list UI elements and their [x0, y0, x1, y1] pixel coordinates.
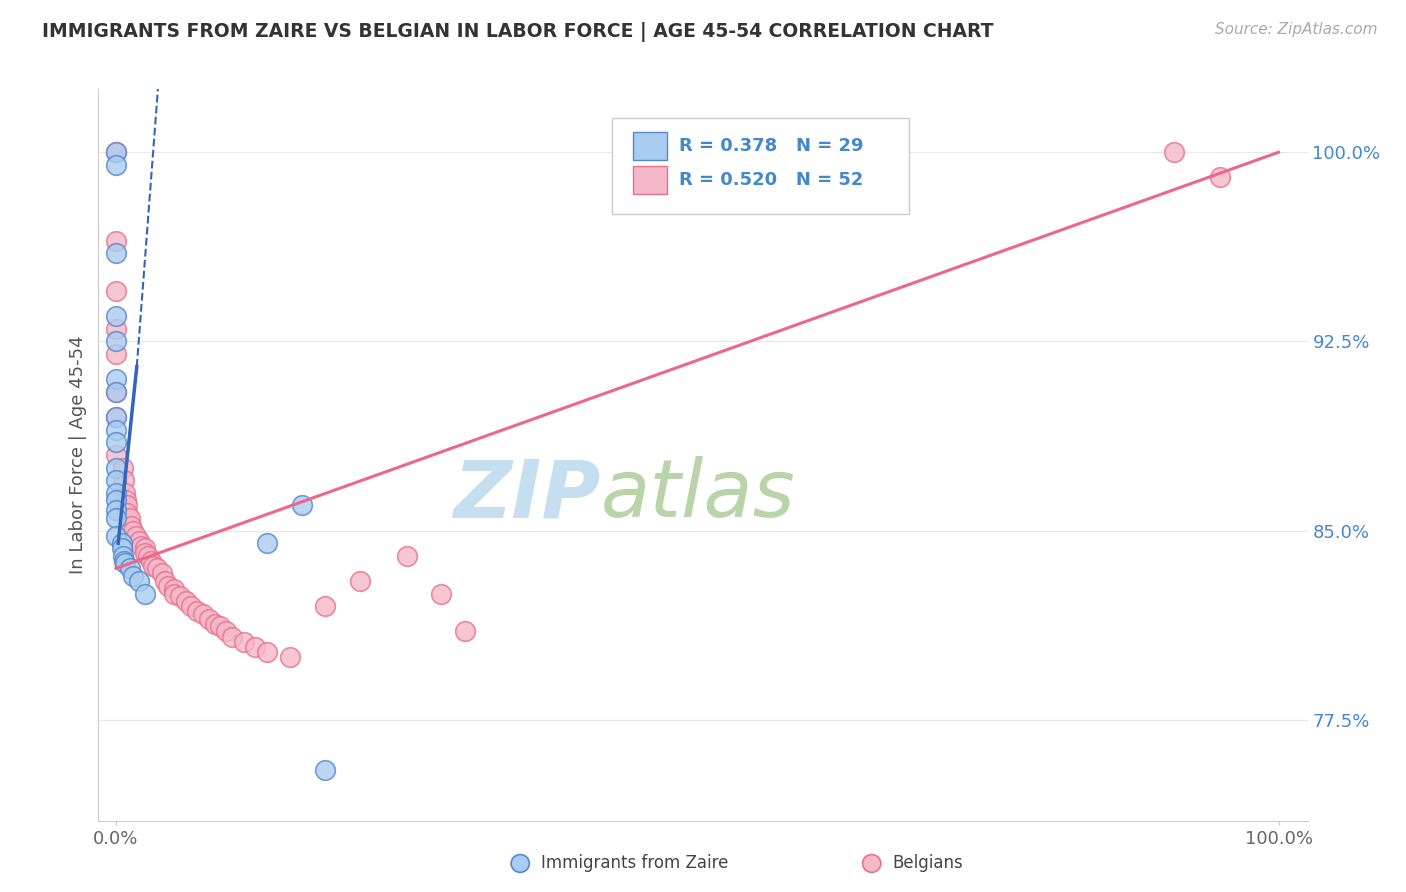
Point: [145, 561, 167, 575]
Point: [104, 309, 127, 323]
Point: [118, 561, 141, 575]
Point: [117, 506, 139, 520]
Point: [138, 549, 160, 563]
Point: [104, 448, 127, 462]
Y-axis label: In Labor Force | Age 45-54: In Labor Force | Age 45-54: [69, 335, 87, 574]
Point: [112, 554, 135, 568]
Point: [131, 539, 153, 553]
Point: [111, 536, 134, 550]
Point: [104, 145, 127, 160]
Point: [104, 410, 127, 425]
Point: [453, 624, 475, 639]
Text: Immigrants from Zaire: Immigrants from Zaire: [541, 855, 728, 872]
Point: [174, 594, 197, 608]
Point: [104, 473, 127, 487]
Point: [314, 599, 336, 614]
Point: [186, 604, 208, 618]
Point: [104, 234, 127, 248]
Point: [104, 485, 127, 500]
Point: [114, 557, 136, 571]
Point: [104, 493, 127, 508]
Point: [104, 460, 127, 475]
Point: [221, 630, 243, 644]
Point: [122, 569, 145, 583]
Point: [111, 460, 134, 475]
Point: [314, 763, 336, 777]
Point: [115, 493, 138, 508]
FancyBboxPatch shape: [633, 166, 666, 194]
Point: [395, 549, 418, 563]
Point: [104, 528, 127, 542]
Point: [191, 607, 214, 621]
Text: R = 0.378   N = 29: R = 0.378 N = 29: [679, 137, 863, 155]
Point: [117, 499, 139, 513]
Point: [256, 645, 278, 659]
Point: [104, 284, 127, 298]
Point: [112, 473, 135, 487]
FancyBboxPatch shape: [633, 132, 666, 161]
Point: [104, 322, 127, 336]
Point: [104, 246, 127, 260]
FancyBboxPatch shape: [612, 119, 908, 213]
Point: [256, 536, 278, 550]
Point: [139, 554, 162, 568]
Point: [163, 582, 186, 596]
Point: [104, 145, 127, 160]
Point: [128, 533, 150, 548]
Point: [104, 503, 127, 517]
Point: [134, 541, 156, 556]
Point: [142, 558, 165, 573]
Point: [104, 511, 127, 525]
Point: [120, 518, 142, 533]
Point: [134, 546, 156, 560]
Point: [349, 574, 371, 588]
Point: [204, 616, 226, 631]
Point: [128, 574, 150, 588]
Point: [209, 619, 232, 633]
Text: R = 0.520   N = 52: R = 0.520 N = 52: [679, 171, 863, 189]
Text: Belgians: Belgians: [893, 855, 963, 872]
Point: [291, 499, 314, 513]
Text: ZIP: ZIP: [453, 456, 600, 534]
Point: [169, 589, 191, 603]
Point: [180, 599, 202, 614]
Point: [104, 384, 127, 399]
Point: [122, 524, 145, 538]
Point: [232, 634, 254, 648]
Point: [153, 574, 176, 588]
Point: [245, 640, 267, 654]
Text: IMMIGRANTS FROM ZAIRE VS BELGIAN IN LABOR FORCE | AGE 45-54 CORRELATION CHART: IMMIGRANTS FROM ZAIRE VS BELGIAN IN LABO…: [42, 22, 994, 42]
Point: [104, 423, 127, 437]
Point: [111, 549, 134, 563]
Point: [198, 612, 221, 626]
Point: [104, 435, 127, 450]
Point: [163, 587, 186, 601]
Point: [1209, 170, 1232, 185]
Point: [104, 347, 127, 361]
Point: [150, 566, 173, 581]
Point: [215, 624, 238, 639]
Point: [104, 158, 127, 172]
Point: [134, 587, 156, 601]
Point: [114, 485, 136, 500]
Point: [430, 587, 453, 601]
Point: [104, 372, 127, 386]
Point: [111, 541, 134, 556]
Point: [104, 334, 127, 349]
Text: atlas: atlas: [600, 456, 794, 534]
Point: [124, 528, 146, 542]
Point: [104, 410, 127, 425]
Point: [104, 384, 127, 399]
Point: [118, 511, 141, 525]
Point: [278, 649, 301, 664]
Point: [157, 579, 180, 593]
Text: Source: ZipAtlas.com: Source: ZipAtlas.com: [1215, 22, 1378, 37]
Point: [1163, 145, 1185, 160]
